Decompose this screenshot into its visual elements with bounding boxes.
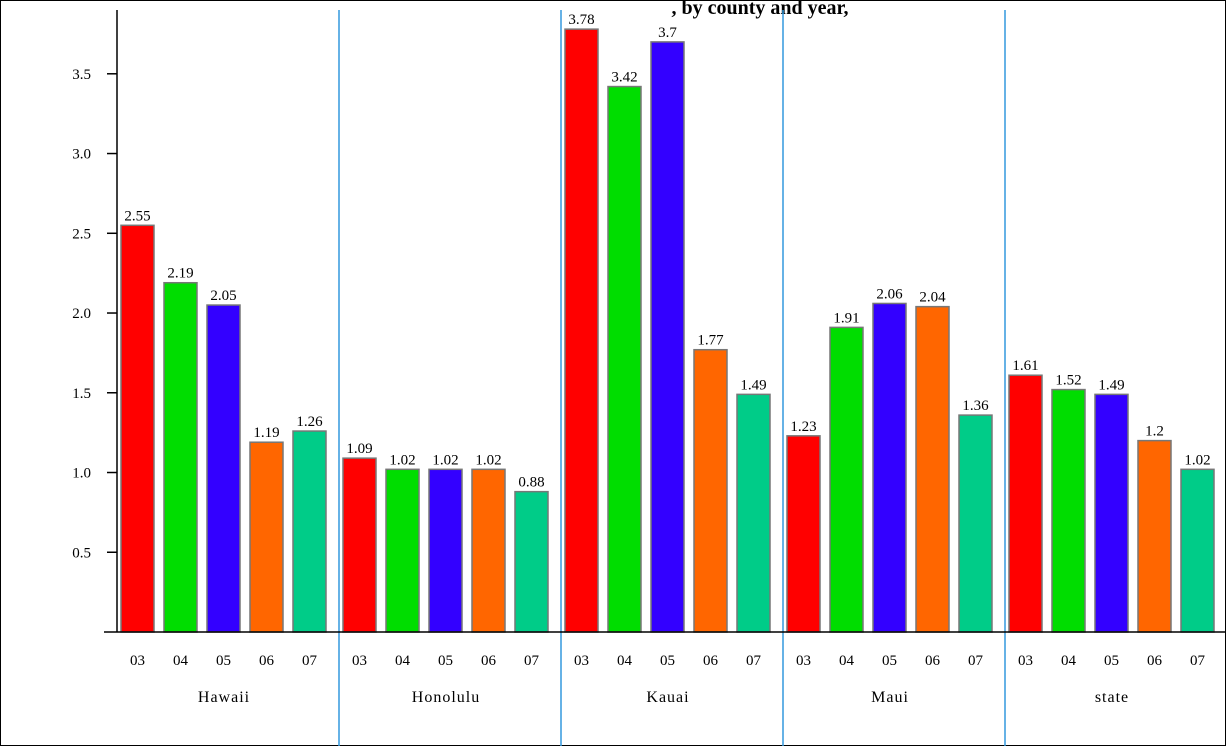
bar-maui-05: [872, 302, 907, 633]
x-tick-label-maui-06: 06: [925, 653, 941, 669]
bar-maui-03: [786, 435, 821, 633]
y-tick-label-2.5: 2.5: [72, 226, 91, 242]
bar-kauai-07: [736, 393, 771, 633]
x-tick-label-honolulu-03: 03: [352, 653, 367, 669]
x-tick-label-maui-05: 05: [882, 653, 897, 669]
data-label-kauai-04: 3.42: [611, 70, 637, 86]
x-tick-label-maui-07: 07: [968, 653, 984, 669]
data-label-hawaii-06: 1.19: [253, 425, 279, 441]
data-label-maui-07: 1.36: [962, 398, 989, 414]
bar-hawaii-06: [249, 441, 284, 633]
bar-state-07: [1180, 468, 1215, 633]
chart-title: , by county and year,: [671, 0, 848, 19]
bar-kauai-04: [607, 85, 642, 633]
x-tick-label-hawaii-04: 04: [173, 653, 189, 669]
x-tick-label-state-04: 04: [1061, 653, 1077, 669]
x-tick-label-state-07: 07: [1190, 653, 1206, 669]
bar-state-03: [1008, 374, 1043, 633]
bar-hawaii-07: [292, 430, 327, 633]
x-tick-label-kauai-04: 04: [617, 653, 633, 669]
data-label-state-06: 1.2: [1145, 424, 1164, 440]
data-label-maui-05: 2.06: [876, 286, 903, 302]
bar-honolulu-05: [428, 468, 463, 633]
data-label-honolulu-04: 1.02: [389, 452, 415, 468]
x-axis: 03 04 05 06 07 Hawaii 03 04 05 06 07 Honolulu 03 04 05…: [104, 631, 1226, 706]
data-label-maui-03: 1.23: [790, 419, 816, 435]
data-label-honolulu-06: 1.02: [475, 452, 501, 468]
bar-kauai-03: [564, 28, 599, 633]
data-label-kauai-03: 3.78: [568, 12, 594, 28]
x-tick-label-hawaii-05: 05: [216, 653, 231, 669]
data-label-hawaii-05: 2.05: [210, 288, 236, 304]
y-tick-label-1.0: 1.0: [72, 466, 91, 482]
x-tick-label-kauai-06: 06: [703, 653, 719, 669]
y-tick-label-3.5: 3.5: [72, 67, 91, 83]
x-tick-label-kauai-03: 03: [574, 653, 589, 669]
x-tick-label-state-03: 03: [1018, 653, 1033, 669]
bar-honolulu-07: [514, 490, 549, 633]
bar-honolulu-04: [385, 468, 420, 633]
data-label-maui-06: 2.04: [919, 290, 946, 306]
bar-hawaii-05: [206, 304, 241, 633]
group-label-state: state: [1095, 689, 1129, 706]
data-label-state-03: 1.61: [1012, 358, 1038, 374]
bar-hawaii-03: [120, 224, 155, 633]
data-label-hawaii-07: 1.26: [296, 414, 323, 430]
data-label-state-04: 1.52: [1055, 373, 1081, 389]
x-tick-label-maui-03: 03: [796, 653, 811, 669]
x-tick-label-hawaii-06: 06: [259, 653, 275, 669]
data-label-hawaii-03: 2.55: [124, 208, 150, 224]
x-tick-label-honolulu-06: 06: [481, 653, 497, 669]
x-tick-label-maui-04: 04: [839, 653, 855, 669]
x-tick-label-kauai-07: 07: [746, 653, 762, 669]
x-tick-label-hawaii-07: 07: [302, 653, 318, 669]
data-labels-layer: 2.55 2.19 2.05 1.19 1.26 1.09 1.02 1.02 1.02 0.88…: [124, 12, 1210, 491]
data-label-state-05: 1.49: [1098, 377, 1124, 393]
group-label-kauai: Kauai: [646, 689, 689, 706]
bar-maui-06: [915, 305, 950, 633]
group-label-hawaii: Hawaii: [198, 689, 250, 706]
bar-kauai-05: [650, 41, 685, 633]
x-tick-label-hawaii-03: 03: [130, 653, 145, 669]
bar-hawaii-04: [163, 281, 198, 633]
data-label-honolulu-03: 1.09: [346, 441, 372, 457]
bar-state-04: [1051, 388, 1086, 633]
x-tick-label-honolulu-04: 04: [395, 653, 411, 669]
y-tick-label-1.5: 1.5: [72, 386, 91, 402]
group-label-honolulu: Honolulu: [412, 689, 480, 706]
data-label-state-07: 1.02: [1184, 452, 1210, 468]
y-tick-label-2.0: 2.0: [72, 306, 91, 322]
y-tick-label-0.5: 0.5: [72, 545, 91, 561]
data-label-kauai-07: 1.49: [740, 377, 766, 393]
group-separators: [338, 10, 1006, 746]
data-label-maui-04: 1.91: [833, 310, 859, 326]
group-label-maui: Maui: [871, 689, 909, 706]
x-tick-label-honolulu-05: 05: [438, 653, 453, 669]
y-tick-label-3.0: 3.0: [72, 147, 91, 163]
bar-maui-04: [829, 326, 864, 633]
data-label-kauai-05: 3.7: [658, 25, 677, 41]
data-label-hawaii-04: 2.19: [167, 266, 193, 282]
bar-honolulu-06: [471, 468, 506, 633]
bar-state-06: [1137, 439, 1172, 633]
bar-honolulu-03: [342, 457, 377, 633]
data-label-honolulu-07: 0.88: [518, 475, 544, 491]
y-axis: 0.5 1.0 1.5 2.0 2.5 3.0 3.5: [72, 10, 118, 632]
x-tick-label-kauai-05: 05: [660, 653, 675, 669]
bar-state-05: [1094, 393, 1129, 633]
bar-maui-07: [958, 414, 993, 633]
bar-kauai-06: [693, 348, 728, 633]
data-label-kauai-06: 1.77: [697, 333, 724, 349]
x-tick-label-state-06: 06: [1147, 653, 1163, 669]
x-tick-label-honolulu-07: 07: [524, 653, 540, 669]
x-tick-label-state-05: 05: [1104, 653, 1119, 669]
data-label-honolulu-05: 1.02: [432, 452, 458, 468]
